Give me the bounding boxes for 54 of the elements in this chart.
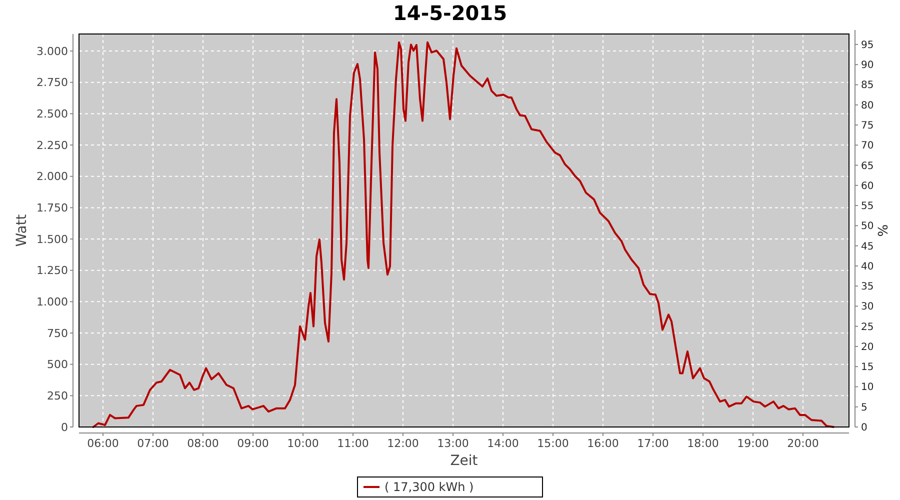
- y2-tick-label: 65: [861, 160, 874, 172]
- y2-tick-label: 90: [861, 60, 874, 72]
- line-series: [92, 41, 834, 428]
- y2-tick-label: 85: [861, 80, 874, 92]
- x-tick-label: 15:00: [537, 437, 569, 450]
- y-tick-label: 3.000: [36, 44, 68, 58]
- y2-tick-label: 15: [861, 362, 874, 374]
- y-axis-title: Watt: [14, 214, 30, 247]
- x-tick-label: 09:00: [237, 437, 269, 450]
- y2-tick-label: 95: [861, 40, 874, 51]
- y2-tick-label: 75: [861, 120, 874, 132]
- y2-tick-label: 25: [861, 322, 874, 333]
- y2-tick-label: 40: [861, 261, 874, 272]
- y-tick-label: 1.750: [36, 202, 68, 215]
- y2-tick-label: 45: [861, 241, 874, 252]
- y2-tick-label: 80: [861, 100, 874, 112]
- x-tick-label: 20:00: [787, 437, 819, 450]
- y2-axis-title: %: [874, 224, 889, 237]
- x-tick-label: 10:00: [287, 437, 319, 450]
- x-tick-label: 17:00: [637, 437, 669, 450]
- x-axis-title: Zeit: [450, 453, 478, 469]
- y-tick-label: 1.250: [36, 264, 68, 278]
- x-tick-label: 14:00: [487, 437, 519, 450]
- y-tick-label: 2.000: [36, 170, 68, 184]
- x-tick-label: 19:00: [737, 437, 769, 450]
- x-tick-label: 16:00: [587, 437, 619, 450]
- y2-tick-label: 10: [861, 382, 874, 394]
- x-tick-label: 18:00: [687, 437, 719, 450]
- y-tick-label: 0: [61, 420, 68, 434]
- y-tick-label: 750: [47, 326, 68, 340]
- legend-label: ( 17,300 kWh ): [384, 480, 474, 494]
- y2-tick-label: 20: [861, 342, 874, 353]
- x-tick-label: 06:00: [87, 437, 119, 450]
- y-tick-label: 2.250: [36, 138, 68, 152]
- y-tick-label: 1.000: [36, 296, 68, 309]
- y2-tick-label: 70: [861, 140, 874, 152]
- y-tick-label: 2.500: [36, 108, 68, 121]
- y-tick-label: 500: [47, 358, 68, 372]
- y2-tick-label: 60: [861, 180, 874, 192]
- y2-tick-label: 30: [861, 302, 874, 313]
- y2-tick-label: 0: [861, 422, 868, 434]
- y-tick-label: 250: [47, 390, 68, 403]
- y2-tick-label: 5: [861, 402, 868, 414]
- x-tick-label: 11:00: [337, 437, 369, 450]
- x-tick-label: 08:00: [187, 437, 219, 450]
- y-tick-label: 1.500: [36, 232, 68, 246]
- x-tick-label: 13:00: [437, 437, 469, 450]
- x-tick-label: 12:00: [387, 437, 419, 450]
- x-tick-label: 07:00: [137, 437, 169, 450]
- y-tick-label: 2.750: [36, 76, 68, 90]
- chart-title: 14-5-2015: [392, 1, 508, 25]
- y2-tick-label: 50: [861, 221, 874, 232]
- y2-tick-label: 35: [861, 282, 874, 293]
- y2-tick-label: 55: [861, 201, 874, 212]
